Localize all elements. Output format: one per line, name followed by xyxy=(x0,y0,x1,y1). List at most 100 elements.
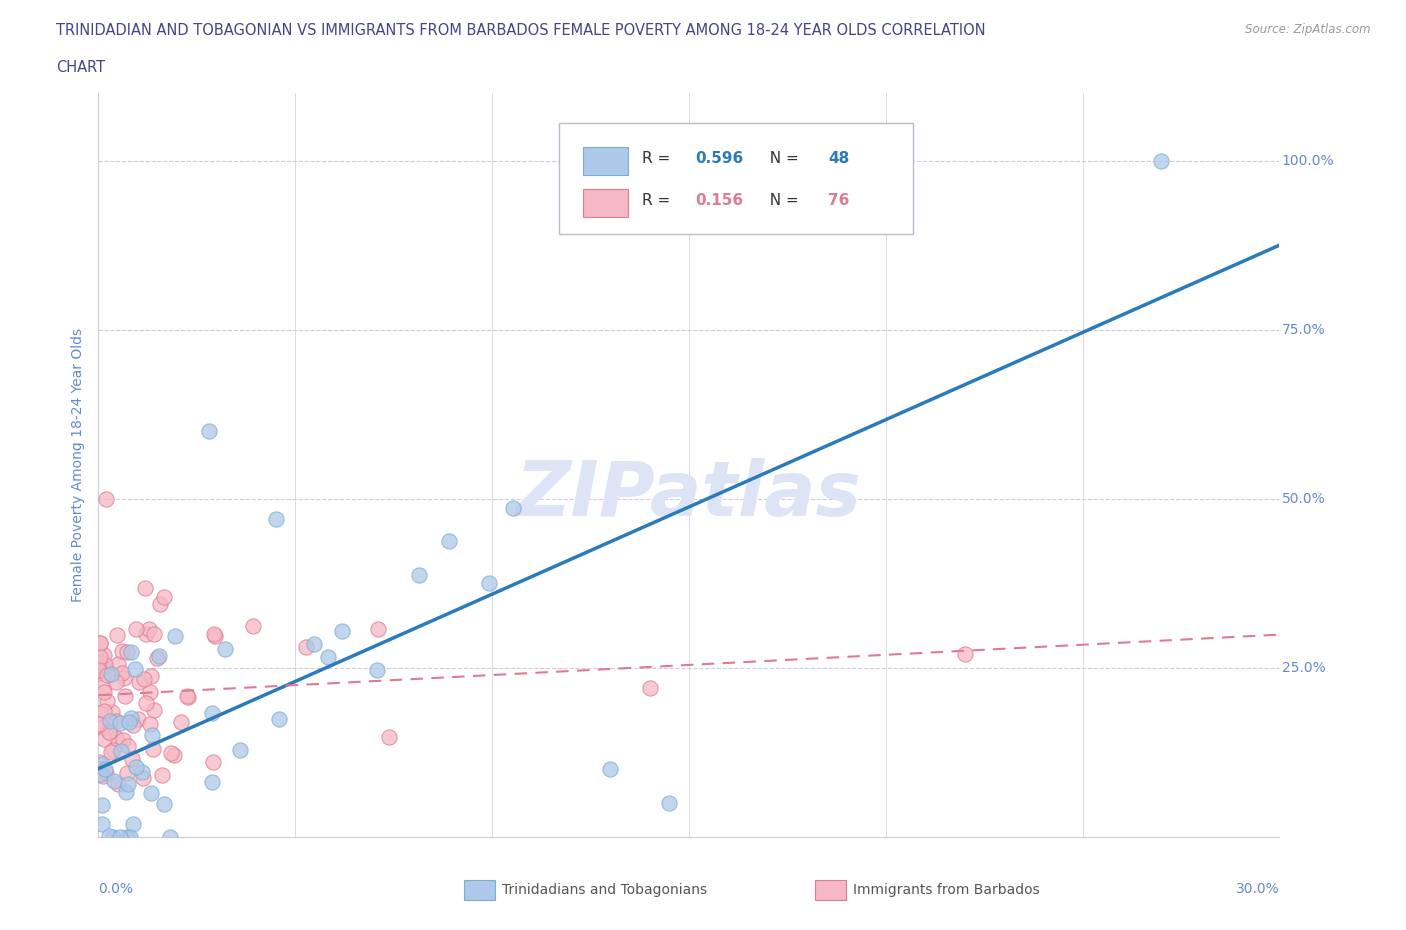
Text: CHART: CHART xyxy=(56,60,105,75)
Point xyxy=(115,830,138,844)
Text: 0.156: 0.156 xyxy=(695,193,742,208)
Point xyxy=(114,688,136,703)
Point xyxy=(111,665,134,680)
Point xyxy=(104,674,127,689)
Point xyxy=(96,694,118,709)
Point xyxy=(502,500,524,515)
Point xyxy=(117,766,139,781)
Point xyxy=(97,724,120,739)
Text: 0.0%: 0.0% xyxy=(98,882,134,896)
Point xyxy=(139,684,162,699)
Point xyxy=(121,717,143,732)
Point xyxy=(107,777,129,791)
Point xyxy=(131,764,153,779)
Point xyxy=(141,668,163,683)
Point xyxy=(96,668,118,683)
Text: Trinidadians and Tobagonians: Trinidadians and Tobagonians xyxy=(502,883,707,897)
Point xyxy=(93,647,115,662)
Point xyxy=(159,830,181,844)
Point xyxy=(94,658,117,672)
Point xyxy=(91,768,114,783)
Point xyxy=(197,424,219,439)
Point xyxy=(112,671,135,685)
Point xyxy=(90,757,112,772)
Point xyxy=(103,830,125,844)
Text: ZIPatlas: ZIPatlas xyxy=(516,458,862,532)
Point xyxy=(264,512,287,526)
Text: N =: N = xyxy=(759,151,803,166)
Point xyxy=(105,731,128,746)
Point xyxy=(366,662,388,677)
Point xyxy=(139,786,162,801)
Point xyxy=(91,680,114,695)
Point xyxy=(91,797,114,812)
Point xyxy=(638,681,661,696)
Point xyxy=(142,741,165,756)
Point xyxy=(135,627,157,642)
Point xyxy=(118,715,141,730)
Point xyxy=(367,622,389,637)
Point xyxy=(89,767,111,782)
Point xyxy=(101,705,124,720)
Point xyxy=(124,661,146,676)
Point xyxy=(165,629,187,644)
Point xyxy=(201,706,224,721)
Bar xyxy=(815,880,846,900)
Point xyxy=(111,644,134,658)
Point xyxy=(94,762,117,777)
Point xyxy=(150,768,173,783)
Point xyxy=(229,742,252,757)
Point xyxy=(146,650,169,665)
Point xyxy=(201,754,224,769)
Point xyxy=(127,711,149,726)
Point xyxy=(108,830,131,844)
Point xyxy=(141,727,163,742)
Point xyxy=(202,627,225,642)
Point xyxy=(121,751,143,766)
Bar xyxy=(582,189,627,218)
Point xyxy=(91,817,114,831)
Point xyxy=(125,760,148,775)
Point xyxy=(143,627,166,642)
Point xyxy=(125,621,148,636)
Point xyxy=(96,765,118,780)
Point xyxy=(177,689,200,704)
Point xyxy=(658,796,681,811)
Text: 50.0%: 50.0% xyxy=(1282,492,1326,506)
Text: N =: N = xyxy=(759,193,803,208)
Point xyxy=(122,817,145,832)
Point xyxy=(304,636,326,651)
Point xyxy=(1150,153,1173,168)
Point xyxy=(110,716,132,731)
Point xyxy=(599,762,621,777)
Text: 100.0%: 100.0% xyxy=(1282,153,1334,167)
Point xyxy=(204,629,226,644)
Point xyxy=(149,596,172,611)
Point xyxy=(330,623,353,638)
Point xyxy=(93,703,115,718)
FancyBboxPatch shape xyxy=(560,123,914,234)
Point xyxy=(170,715,193,730)
Point xyxy=(201,775,224,790)
Point xyxy=(93,684,115,699)
Point xyxy=(117,777,139,791)
Bar xyxy=(464,880,495,900)
Point xyxy=(242,619,264,634)
Text: R =: R = xyxy=(641,193,675,208)
Point xyxy=(439,534,461,549)
Point xyxy=(128,674,150,689)
Point xyxy=(89,754,111,769)
Bar xyxy=(582,147,627,175)
Point xyxy=(98,713,121,728)
Point xyxy=(267,711,290,726)
Point xyxy=(134,580,156,595)
Point xyxy=(87,716,110,731)
Point xyxy=(117,738,139,753)
Text: 75.0%: 75.0% xyxy=(1282,323,1326,337)
Text: 30.0%: 30.0% xyxy=(1236,882,1279,896)
Point xyxy=(142,702,165,717)
Point xyxy=(148,648,170,663)
Point xyxy=(294,640,316,655)
Point xyxy=(93,661,115,676)
Point xyxy=(134,671,156,686)
